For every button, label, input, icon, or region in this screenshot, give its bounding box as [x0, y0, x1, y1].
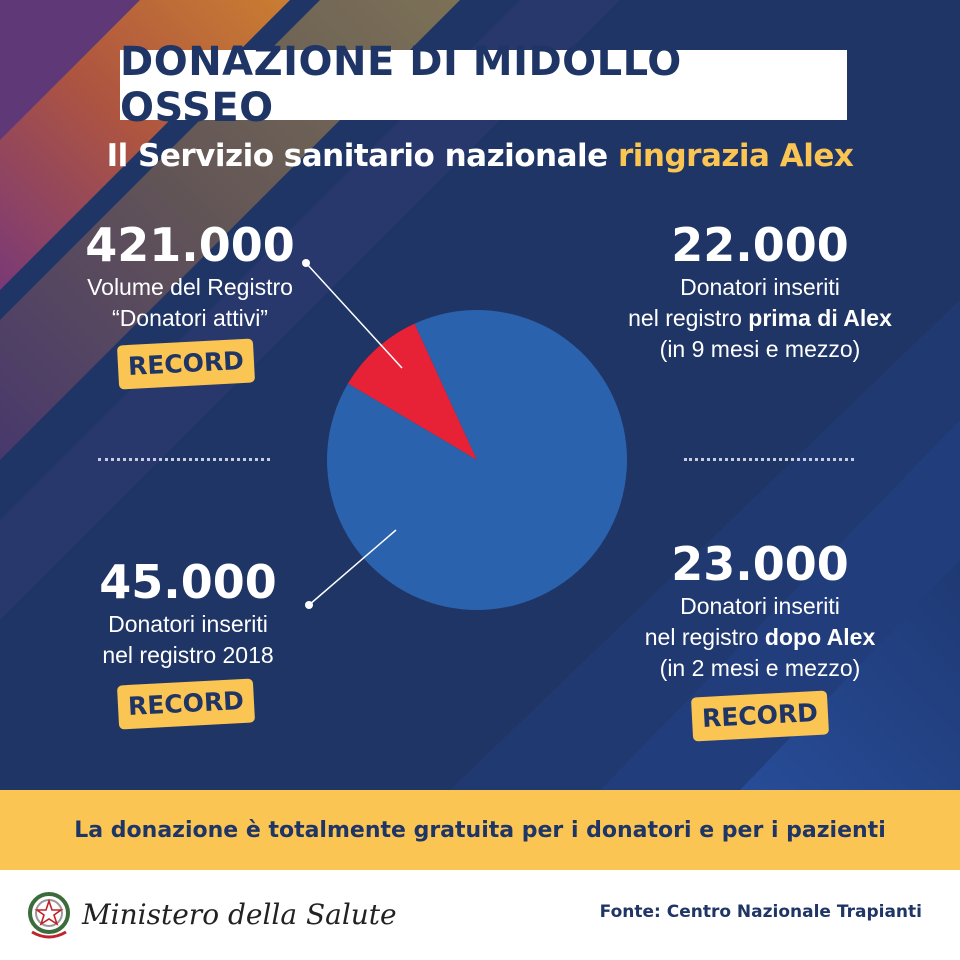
stat-before-line2: nel registro prima di Alex — [600, 303, 920, 334]
stat-before-line2-bold: prima di Alex — [748, 305, 892, 331]
title-box: DONAZIONE DI MIDOLLO OSSEO — [120, 39, 847, 131]
banner-text: La donazione è totalmente gratuita per i… — [74, 817, 886, 843]
stat-2018-value: 45.000 — [99, 555, 277, 609]
source-text: Fonte: Centro Nazionale Trapianti — [599, 902, 922, 922]
stat-after-line2-pre: nel registro — [644, 624, 765, 650]
stat-after-line2-bold: dopo Alex — [764, 624, 876, 650]
stat-before-value: 22.000 — [671, 218, 849, 272]
stat-2018-line1: Donatori inseriti — [108, 611, 268, 637]
record-badge-after: RECORD — [690, 690, 829, 742]
italian-emblem-icon — [28, 892, 70, 939]
stat-registry-line1: Volume del Registro — [87, 274, 293, 300]
divider-right — [684, 458, 854, 461]
leader-dot-2018 — [305, 601, 313, 609]
leader-dot-registry — [302, 259, 310, 267]
record-badge-2018: RECORD — [116, 678, 255, 730]
stat-registry-line2: “Donatori attivi” — [112, 305, 268, 331]
stat-registry-value: 421.000 — [85, 218, 295, 272]
stat-before: 22.000 Donatori inseriti nel registro pr… — [600, 218, 920, 365]
record-badge-registry: RECORD — [116, 338, 255, 390]
leader-line-registry — [305, 262, 403, 369]
stat-after-line1: Donatori inseriti — [680, 593, 840, 619]
subtitle: Il Servizio sanitario nazionale ringrazi… — [0, 138, 960, 174]
leader-line-2018 — [308, 529, 397, 606]
subtitle-main: Il Servizio sanitario nazionale — [106, 138, 618, 174]
stat-after: 23.000 Donatori inseriti nel registro do… — [600, 537, 920, 684]
pie-slice-registry — [327, 310, 627, 611]
stat-after-line2: nel registro dopo Alex — [600, 622, 920, 653]
stat-registry: 421.000 Volume del Registro “Donatori at… — [40, 218, 340, 334]
stat-after-value: 23.000 — [671, 537, 849, 591]
stat-2018: 45.000 Donatori inseriti nel registro 20… — [38, 555, 338, 671]
divider-left — [98, 458, 270, 461]
pie-slice-2018 — [347, 323, 477, 460]
stat-2018-line2: nel registro 2018 — [102, 642, 274, 668]
stat-before-line3: (in 9 mesi e mezzo) — [659, 336, 861, 362]
ministry-name: Ministero della Salute — [82, 898, 397, 931]
bottom-banner: La donazione è totalmente gratuita per i… — [0, 790, 960, 870]
stat-before-line1: Donatori inseriti — [680, 274, 840, 300]
stat-before-line2-pre: nel registro — [628, 305, 749, 331]
footer: Ministero della Salute Fonte: Centro Naz… — [0, 870, 960, 960]
page-title: DONAZIONE DI MIDOLLO OSSEO — [120, 39, 682, 131]
stat-after-line3: (in 2 mesi e mezzo) — [659, 655, 861, 681]
subtitle-accent: ringrazia Alex — [617, 138, 854, 174]
